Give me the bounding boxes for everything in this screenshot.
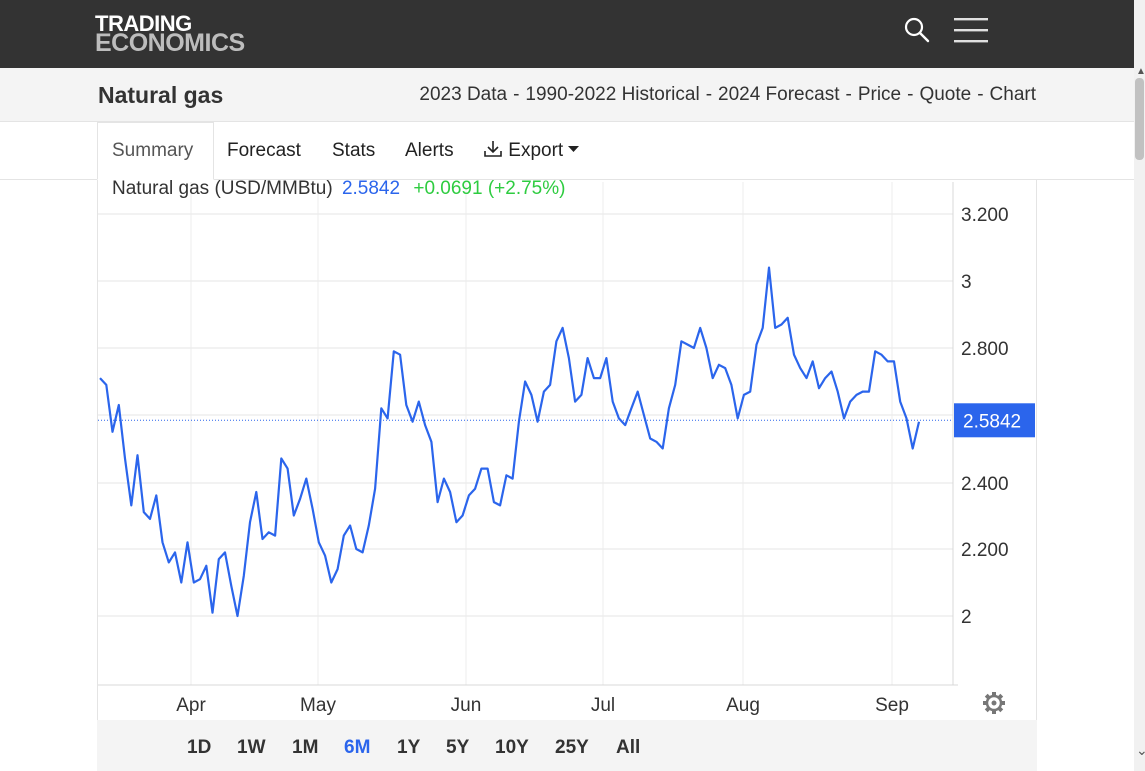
range-1w[interactable]: 1W <box>237 737 266 758</box>
link-separator: - <box>845 84 852 105</box>
x-tick-label: Aug <box>726 695 760 716</box>
page-title: Natural gas <box>98 82 224 108</box>
range-5y[interactable]: 5Y <box>446 737 470 758</box>
link-separator: - <box>907 84 914 105</box>
price-change: +0.0691 (+2.75%) <box>413 178 566 199</box>
y-tick-label: 3 <box>961 272 972 293</box>
y-tick-label: 3.200 <box>961 205 1009 226</box>
download-icon <box>484 141 502 157</box>
last-price: 2.5842 <box>341 178 401 199</box>
x-tick-label: Apr <box>176 695 206 716</box>
link-forecast[interactable]: 2024 Forecast <box>718 84 840 105</box>
gear-ring <box>985 694 1003 712</box>
y-tick-label: 2.200 <box>961 540 1009 561</box>
logo-line1: TRADING <box>95 11 192 36</box>
page-links: 2023 Data -1990-2022 Historical -2024 Fore… <box>419 84 1036 106</box>
search-icon[interactable] <box>903 16 931 44</box>
last-price-badge-text: 2.5842 <box>963 411 1021 432</box>
range-6m[interactable]: 6M <box>344 737 371 758</box>
gear-icon[interactable] <box>983 692 1005 714</box>
gear-tooth <box>992 692 996 697</box>
range-25y[interactable]: 25Y <box>555 737 589 758</box>
title-bar: Natural gas 2023 Data -1990-2022 Historic… <box>0 68 1134 122</box>
x-tick-label: Jul <box>591 695 615 716</box>
range-1d[interactable]: 1D <box>187 737 212 758</box>
instrument-name: Natural gas (USD/MMBtu) <box>112 178 333 199</box>
price-series-line[interactable] <box>99 266 921 618</box>
scroll-down-arrow-icon[interactable]: ⌄ <box>1136 742 1145 758</box>
active-tab-frame <box>97 122 214 180</box>
link-price[interactable]: Price <box>857 84 902 105</box>
export-label: Export <box>508 140 564 161</box>
y-tick-label: 2.800 <box>961 339 1009 360</box>
link-chart[interactable]: Chart <box>989 84 1036 105</box>
tabs-bar: Summary Forecast Stats Alerts Export <box>0 122 1134 180</box>
link-data[interactable]: 2023 Data <box>419 84 508 105</box>
page-scrollbar[interactable] <box>1134 0 1145 771</box>
gear-hub <box>991 700 997 706</box>
tab-summary[interactable]: Summary <box>112 140 194 161</box>
y-tick-label: 2 <box>961 607 972 628</box>
link-separator: - <box>977 84 984 105</box>
link-quote[interactable]: Quote <box>919 84 972 105</box>
x-tick-label: Sep <box>875 695 909 716</box>
tab-export[interactable]: Export <box>483 140 580 162</box>
range-1y[interactable]: 1Y <box>397 737 421 758</box>
y-tick-label: 2.400 <box>961 474 1009 495</box>
logo-line2: ECONOMICS <box>95 29 245 57</box>
tab-forecast[interactable]: Forecast <box>227 140 301 161</box>
scrollbar-thumb[interactable] <box>1135 78 1144 160</box>
tab-stats[interactable]: Stats <box>332 140 376 161</box>
link-historical[interactable]: 1990-2022 Historical <box>525 84 700 105</box>
x-tick-label: May <box>300 695 336 716</box>
last-price-badge <box>954 403 1035 438</box>
hamburger-menu-icon[interactable] <box>953 15 989 45</box>
chart-panel <box>97 180 1037 771</box>
x-tick-label: Jun <box>451 695 482 716</box>
price-chart[interactable]: 3.200 3 2.800 2.400 2.200 2 Apr May Jun Jul Aug Sep… <box>0 0 1134 720</box>
link-separator: - <box>705 84 713 105</box>
range-1m[interactable]: 1M <box>292 737 319 758</box>
site-header: TRADING ECONOMICS <box>0 0 1134 68</box>
gear-tooth <box>992 709 996 714</box>
range-selector: 1D 1W 1M 6M 1Y 5Y 10Y 25Y All <box>97 720 1037 771</box>
quote-line: Natural gas (USD/MMBtu) 2.5842 +0.0691 (… <box>112 178 565 200</box>
trading-economics-logo[interactable]: TRADING ECONOMICS <box>95 11 245 57</box>
scroll-up-arrow-icon[interactable]: ▲ <box>1136 66 1145 77</box>
range-all[interactable]: All <box>616 737 641 758</box>
range-10y[interactable]: 10Y <box>495 737 529 758</box>
caret-down-icon <box>568 146 580 152</box>
tab-alerts[interactable]: Alerts <box>405 140 454 161</box>
link-separator: - <box>513 84 520 105</box>
